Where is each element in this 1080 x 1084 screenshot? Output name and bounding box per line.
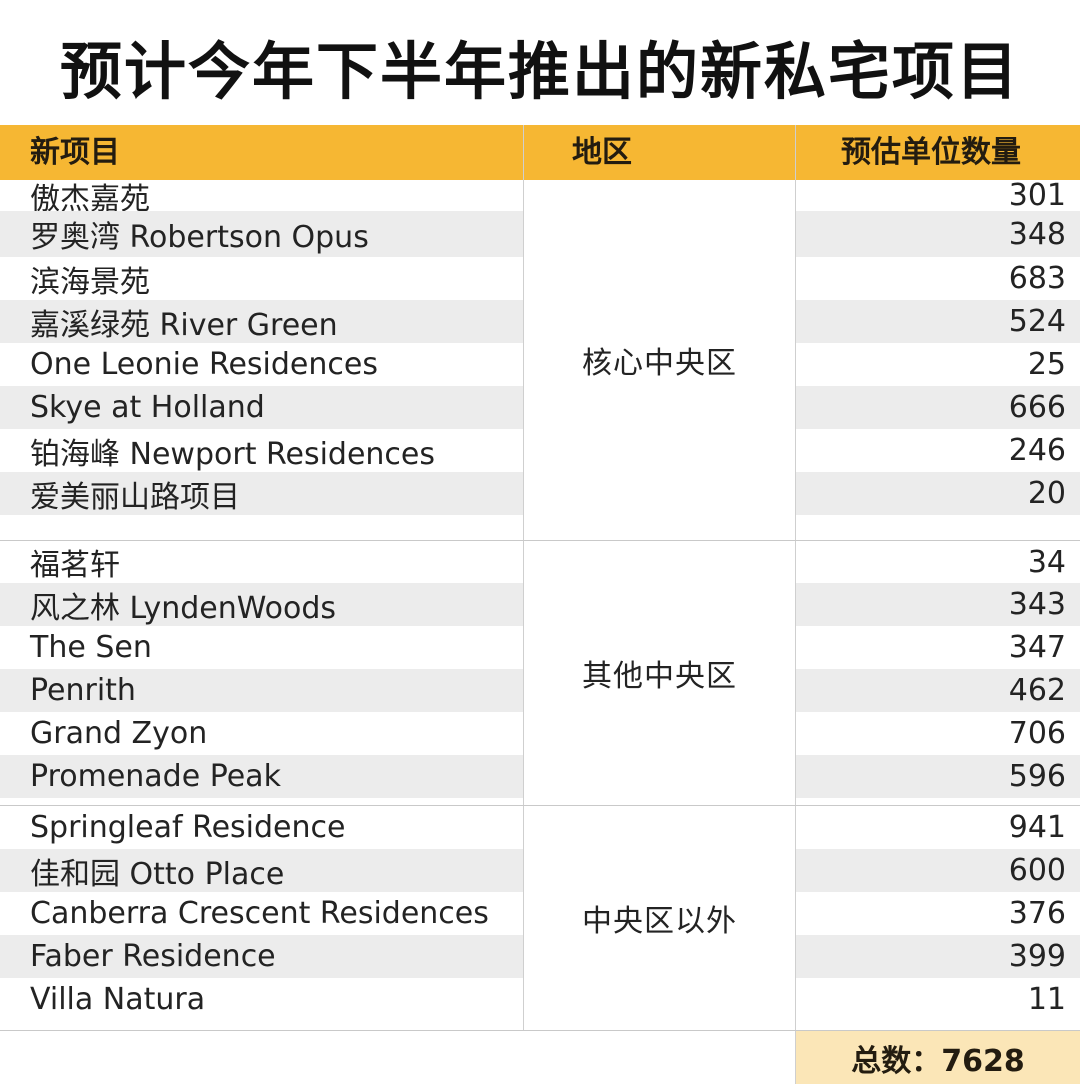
- unit-count: 25: [1027, 347, 1066, 382]
- row-stripe: [796, 583, 1080, 626]
- region-cell: 核心中央区: [582, 346, 737, 381]
- project-name: 风之林 LyndenWoods: [30, 590, 337, 626]
- unit-count: 301: [1008, 178, 1066, 213]
- table-row: One Leonie Residences 25: [0, 343, 1080, 386]
- table-bottom-line: [0, 1030, 1080, 1031]
- row-stripe: [0, 386, 523, 429]
- table-row: 傲杰嘉苑 301: [0, 178, 1080, 217]
- table-row: Faber Residence 399: [0, 935, 1080, 978]
- project-name: Skye at Holland: [30, 390, 265, 425]
- project-name: 爱美丽山路项目: [30, 479, 240, 515]
- header-region: 地区: [572, 135, 632, 170]
- group-divider: [0, 540, 1080, 541]
- project-name: One Leonie Residences: [30, 347, 378, 382]
- table-row: 嘉溪绿苑 River Green 524: [0, 300, 1080, 343]
- row-stripe: [796, 300, 1080, 343]
- row-stripe: [796, 935, 1080, 978]
- row-stripe: [0, 849, 523, 892]
- project-name: 滨海景苑: [30, 264, 150, 300]
- project-name: 罗奥湾 Robertson Opus: [30, 220, 369, 255]
- project-name: Promenade Peak: [30, 759, 281, 794]
- column-divider: [795, 125, 796, 1084]
- table-row: 铂海峰 Newport Residences 246: [0, 429, 1080, 472]
- table-row: Villa Natura 11: [0, 978, 1080, 1021]
- table-row: Grand Zyon 706: [0, 712, 1080, 755]
- table-row: 佳和园 Otto Place 600: [0, 849, 1080, 892]
- row-stripe: [796, 386, 1080, 429]
- unit-count: 706: [1008, 716, 1066, 751]
- project-name: 福茗轩: [30, 548, 120, 583]
- unit-count: 524: [1008, 304, 1066, 339]
- row-stripe: [0, 755, 523, 798]
- unit-count: 34: [1027, 544, 1066, 580]
- unit-count: 941: [1008, 810, 1066, 845]
- unit-count: 20: [1027, 476, 1066, 511]
- row-stripe: [796, 849, 1080, 892]
- unit-count: 376: [1008, 896, 1066, 931]
- unit-count: 11: [1027, 982, 1066, 1017]
- project-name: Grand Zyon: [30, 716, 208, 751]
- project-name: Penrith: [30, 673, 136, 708]
- header-units: 预估单位数量: [841, 135, 1021, 170]
- table-header: 新项目 地区 预估单位数量: [0, 125, 1080, 180]
- projects-table: 新项目 地区 预估单位数量 傲杰嘉苑 301 罗奥湾 Robertson Opus 3…: [0, 125, 1080, 1084]
- unit-count: 246: [1008, 433, 1066, 468]
- row-stripe: [0, 211, 523, 257]
- project-name: 铂海峰 Newport Residences: [30, 436, 436, 472]
- header-project: 新项目: [30, 135, 120, 170]
- table-row: Skye at Holland 666: [0, 386, 1080, 429]
- unit-count: 399: [1008, 939, 1066, 974]
- project-name: Villa Natura: [30, 982, 206, 1017]
- table-row: Promenade Peak 596: [0, 755, 1080, 798]
- column-divider: [523, 125, 524, 1030]
- row-stripe: [0, 300, 523, 343]
- table-row: 风之林 LyndenWoods 343: [0, 583, 1080, 626]
- table-row: Canberra Crescent Residences 376: [0, 892, 1080, 935]
- table-row: 爱美丽山路项目 20: [0, 472, 1080, 515]
- project-name: 傲杰嘉苑: [30, 181, 150, 217]
- project-name: 佳和园 Otto Place: [30, 856, 285, 892]
- region-cell: 中央区以外: [582, 904, 737, 939]
- row-stripe: [796, 472, 1080, 515]
- table-row: The Sen 347: [0, 626, 1080, 669]
- unit-count: 600: [1008, 853, 1066, 888]
- unit-count: 343: [1008, 587, 1066, 622]
- region-cell: 其他中央区: [582, 658, 737, 694]
- table-row: 罗奥湾 Robertson Opus 348: [0, 211, 1080, 257]
- row-stripe: [796, 669, 1080, 712]
- unit-count: 666: [1008, 390, 1066, 425]
- project-name: Faber Residence: [30, 939, 276, 974]
- page-title: 预计今年下半年推出的新私宅项目: [59, 35, 1020, 108]
- unit-count: 347: [1008, 630, 1066, 665]
- project-name: Springleaf Residence: [30, 810, 346, 845]
- unit-count: 348: [1008, 216, 1066, 252]
- row-stripe: [796, 755, 1080, 798]
- group-divider: [0, 805, 1080, 806]
- project-name: The Sen: [30, 630, 152, 665]
- row-stripe: [0, 935, 523, 978]
- row-stripe: [0, 583, 523, 626]
- table-row: 滨海景苑 683: [0, 257, 1080, 300]
- unit-count: 683: [1008, 261, 1066, 296]
- project-name: Canberra Crescent Residences: [30, 896, 489, 931]
- row-stripe: [0, 669, 523, 712]
- project-name: 嘉溪绿苑 River Green: [30, 307, 338, 343]
- unit-count: 462: [1008, 673, 1066, 708]
- table-row: Penrith 462: [0, 669, 1080, 712]
- row-stripe: [0, 472, 523, 515]
- unit-count: 596: [1008, 759, 1066, 794]
- table-row: 福茗轩 34: [0, 541, 1080, 584]
- table-row: Springleaf Residence 941: [0, 806, 1080, 849]
- total-units: 总数：7628: [796, 1031, 1080, 1084]
- row-stripe: [796, 211, 1080, 257]
